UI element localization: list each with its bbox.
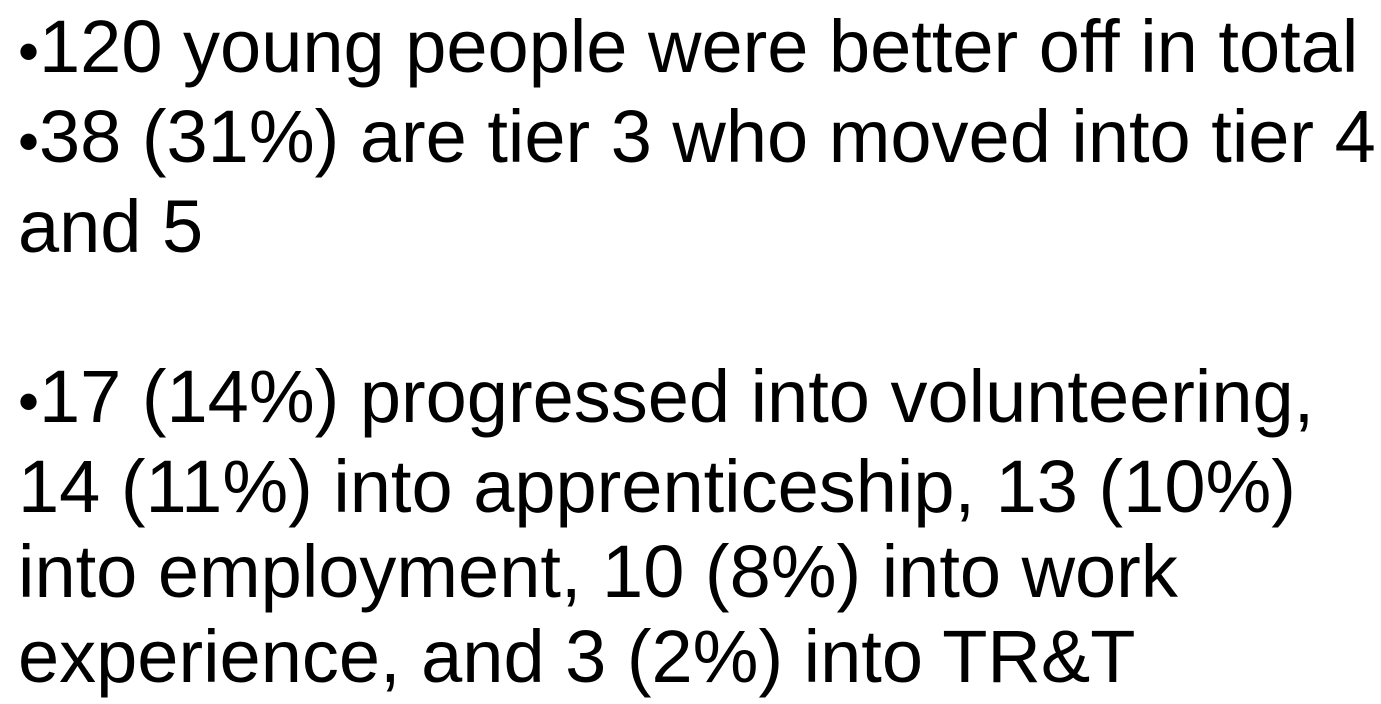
bullet-paragraph: •17 (14%) progressed into volunteering, … xyxy=(18,354,1381,699)
bullet: • xyxy=(18,368,40,435)
bullet: • xyxy=(18,18,40,85)
paragraph-text: 38 (31%) are tier 3 who moved into tier … xyxy=(18,95,1376,268)
bullet-paragraph: •120 young people were better off in tot… xyxy=(18,4,1381,94)
bullet: • xyxy=(18,108,40,175)
paragraph-text: 17 (14%) progressed into volunteering, 1… xyxy=(18,355,1315,698)
bullet-paragraph: •38 (31%) are tier 3 who moved into tier… xyxy=(18,94,1381,269)
paragraph-text: 120 young people were better off in tota… xyxy=(39,5,1359,88)
